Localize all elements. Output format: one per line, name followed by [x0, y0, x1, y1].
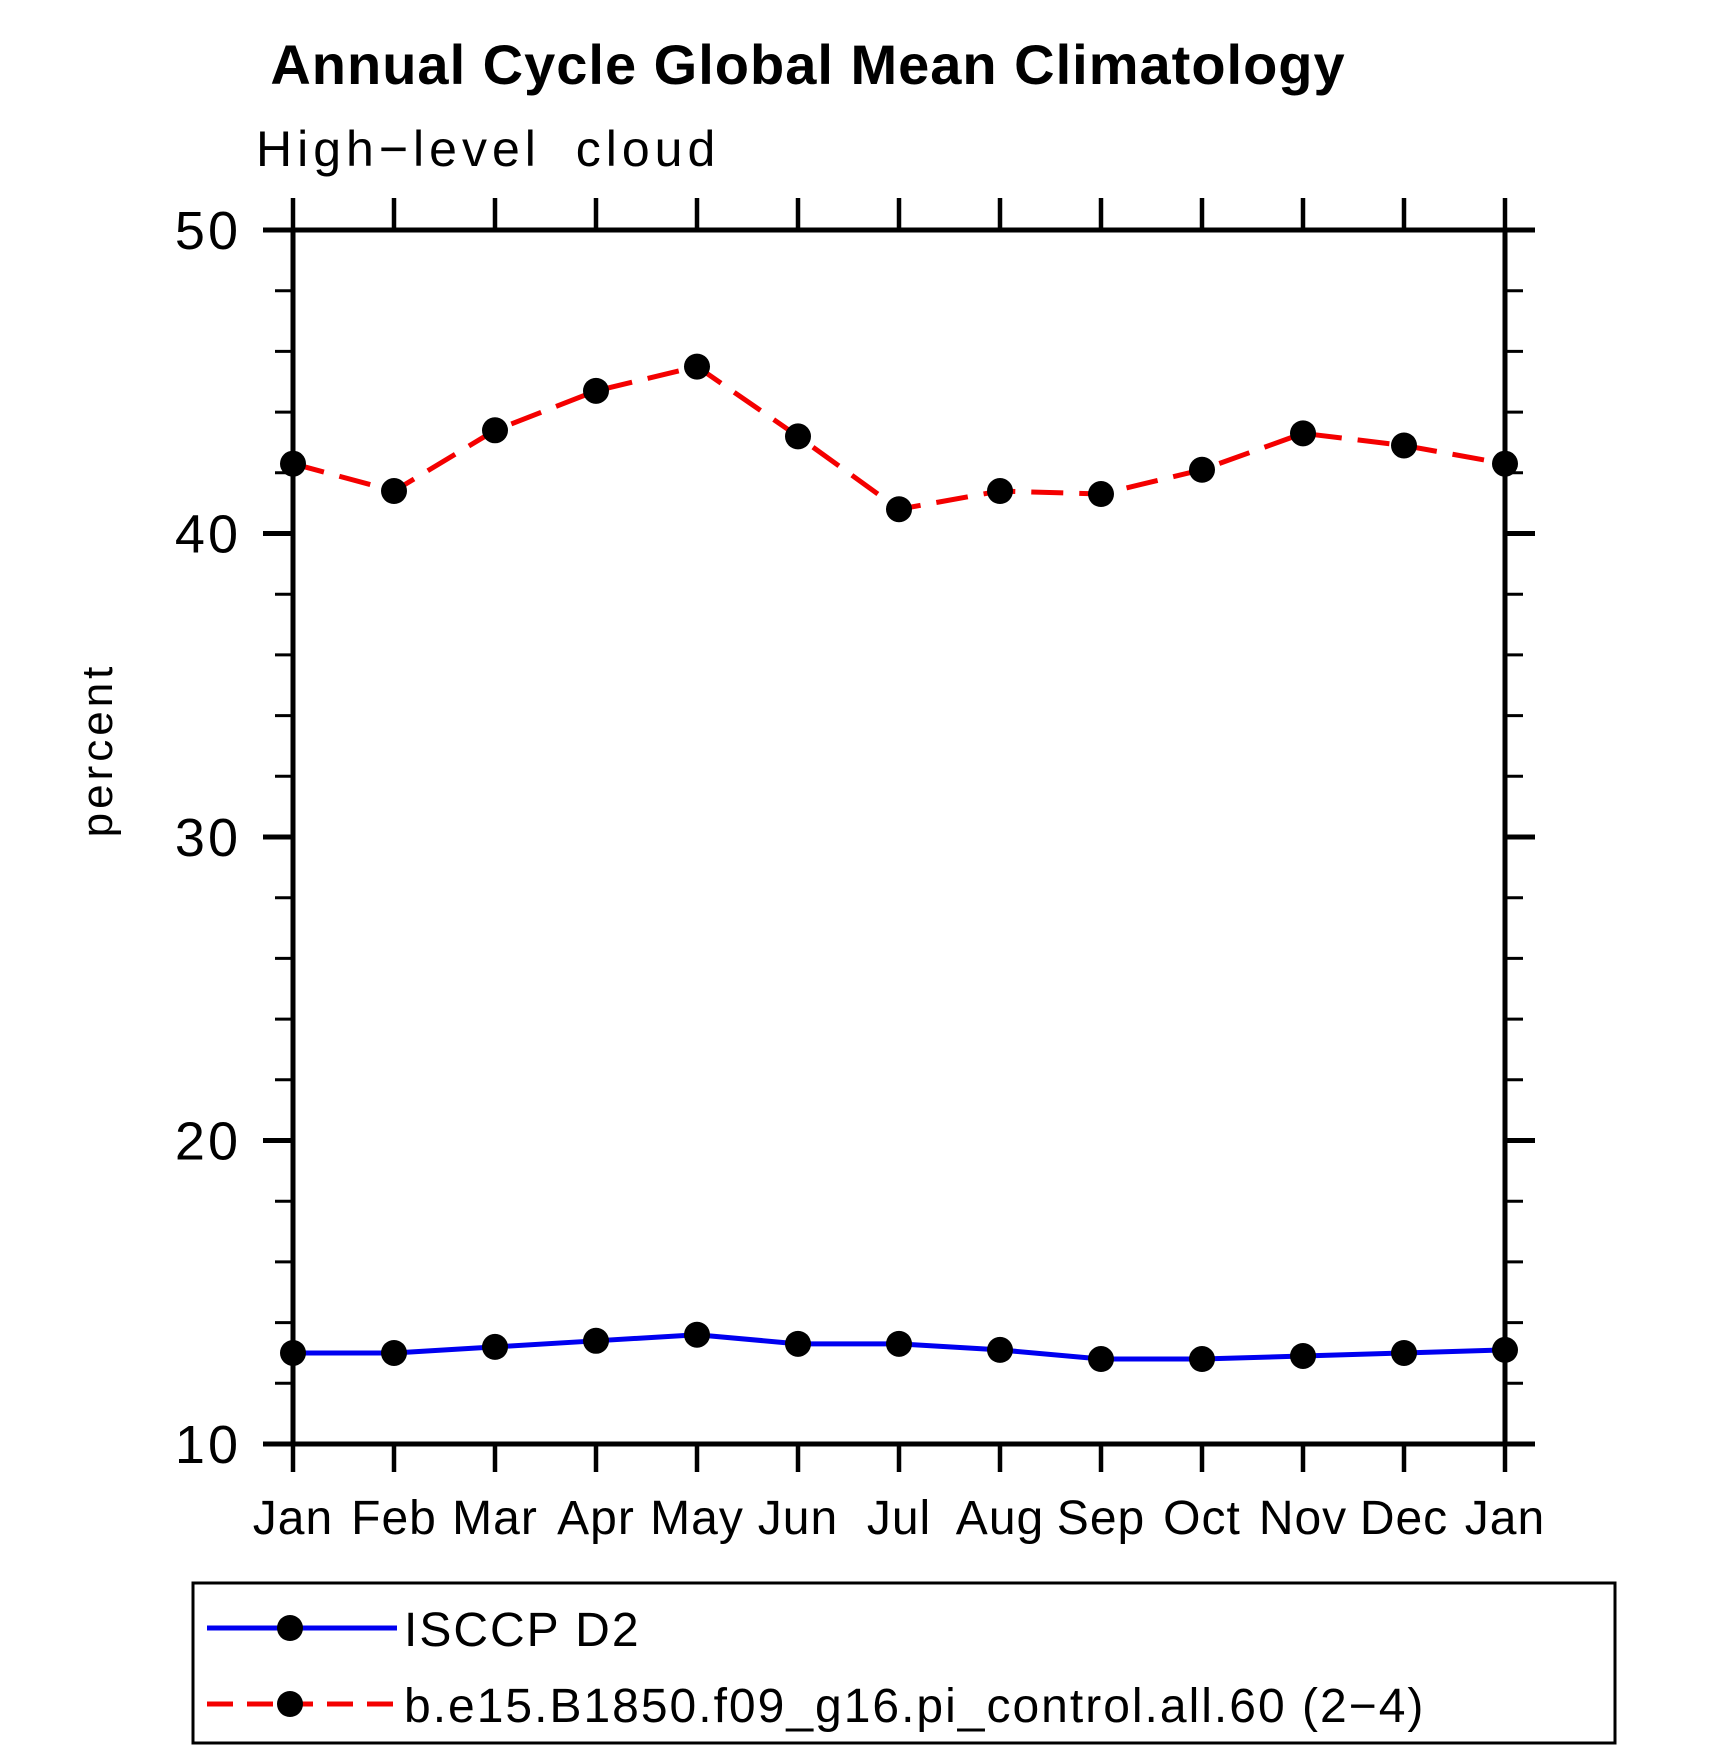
- data-point-marker-0: [1088, 1346, 1114, 1373]
- data-point-marker-0: [1492, 1336, 1518, 1363]
- data-point-marker-0: [1189, 1346, 1215, 1373]
- x-tick-label: Jan: [253, 1492, 333, 1545]
- data-point-marker-0: [583, 1327, 609, 1354]
- chart-title: Annual Cycle Global Mean Climatology: [270, 33, 1345, 96]
- data-point-marker-1: [1189, 456, 1215, 483]
- x-tick-label: Aug: [956, 1492, 1044, 1545]
- x-tick-label: Jul: [867, 1492, 931, 1545]
- data-point-marker-0: [987, 1336, 1013, 1363]
- x-tick-label: Sep: [1057, 1492, 1145, 1545]
- x-tick-label: Oct: [1163, 1492, 1241, 1545]
- x-tick-label: May: [650, 1492, 744, 1545]
- y-axis-label: percent: [73, 663, 122, 838]
- data-point-marker-0: [280, 1339, 306, 1366]
- legend-label-model: b.e15.B1850.f09_g16.pi_control.all.60 (2…: [404, 1680, 1425, 1733]
- data-point-marker-1: [1492, 450, 1518, 477]
- x-tick-label: Apr: [557, 1492, 635, 1545]
- x-tick-label: Dec: [1360, 1492, 1448, 1545]
- x-tick-label: Mar: [452, 1492, 538, 1545]
- data-point-marker-1: [1088, 481, 1114, 508]
- series-line-1: [292, 363, 1506, 512]
- y-tick-label: 30: [175, 808, 241, 868]
- y-tick-label: 50: [175, 201, 241, 261]
- data-point-marker-1: [1391, 432, 1417, 459]
- plot-area: 10 20 30 40 50 Jan Feb Mar Apr May Jun Jul Aug Sep Oct…: [175, 198, 1545, 1545]
- data-point-marker-1: [482, 417, 508, 444]
- legend-marker-dot: [277, 1615, 303, 1641]
- x-tick-label: Nov: [1259, 1492, 1347, 1545]
- data-point-marker-1: [583, 377, 609, 404]
- x-tick-label: Feb: [351, 1492, 437, 1545]
- legend-box: [191, 1581, 1617, 1745]
- data-point-marker-1: [381, 478, 407, 505]
- data-point-marker-0: [886, 1330, 912, 1357]
- y-tick-label: 20: [175, 1112, 241, 1172]
- data-point-marker-1: [987, 478, 1013, 505]
- data-point-marker-0: [1391, 1339, 1417, 1366]
- data-point-marker-1: [684, 353, 710, 380]
- data-point-marker-0: [381, 1339, 407, 1366]
- legend-item-model: b.e15.B1850.f09_g16.pi_control.all.60 (2…: [207, 1680, 1425, 1733]
- y-tick-label: 40: [175, 505, 241, 565]
- x-tick-label: Jun: [758, 1492, 838, 1545]
- plot-frame: [290, 227, 1508, 1447]
- legend-marker-dot: [277, 1691, 303, 1717]
- data-point-marker-0: [482, 1333, 508, 1360]
- data-point-marker-0: [1290, 1342, 1316, 1369]
- y-tick-label: 10: [175, 1415, 241, 1475]
- legend-item-isccp: ISCCP D2: [207, 1604, 641, 1657]
- data-point-marker-0: [785, 1330, 811, 1357]
- x-tick-label: Jan: [1465, 1492, 1545, 1545]
- chart-subtitle: High−level cloud: [256, 121, 720, 177]
- legend: ISCCP D2 b.e15.B1850.f09_g16.pi_control.…: [191, 1581, 1617, 1745]
- data-point-marker-1: [785, 423, 811, 450]
- data-point-marker-1: [886, 496, 912, 523]
- data-point-marker-1: [280, 450, 306, 477]
- legend-label-isccp: ISCCP D2: [404, 1604, 641, 1657]
- data-point-marker-1: [1290, 420, 1316, 447]
- data-point-marker-0: [684, 1321, 710, 1348]
